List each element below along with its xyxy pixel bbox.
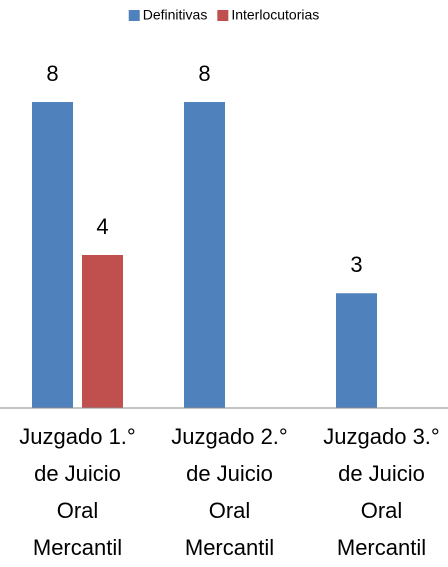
x-tick-label: Juzgado 1.° de Juicio Oral Mercantil — [19, 424, 136, 560]
legend-swatch — [128, 10, 140, 21]
legend-swatch — [217, 10, 229, 21]
value-label: 8 — [198, 61, 210, 86]
x-tick-label: Juzgado 2.° de Juicio Oral Mercantil — [171, 424, 288, 560]
value-label: 8 — [46, 61, 58, 86]
bar — [336, 293, 377, 408]
legend-label: Definitivas — [143, 7, 208, 23]
value-label: 3 — [350, 252, 362, 277]
bar — [184, 102, 225, 408]
bar — [82, 255, 123, 408]
bar — [32, 102, 73, 408]
legend-label: Interlocutorias — [231, 7, 319, 23]
x-tick-label: Juzgado 3.° de Juicio Oral Mercantil — [323, 424, 440, 560]
value-label: 4 — [96, 214, 108, 239]
